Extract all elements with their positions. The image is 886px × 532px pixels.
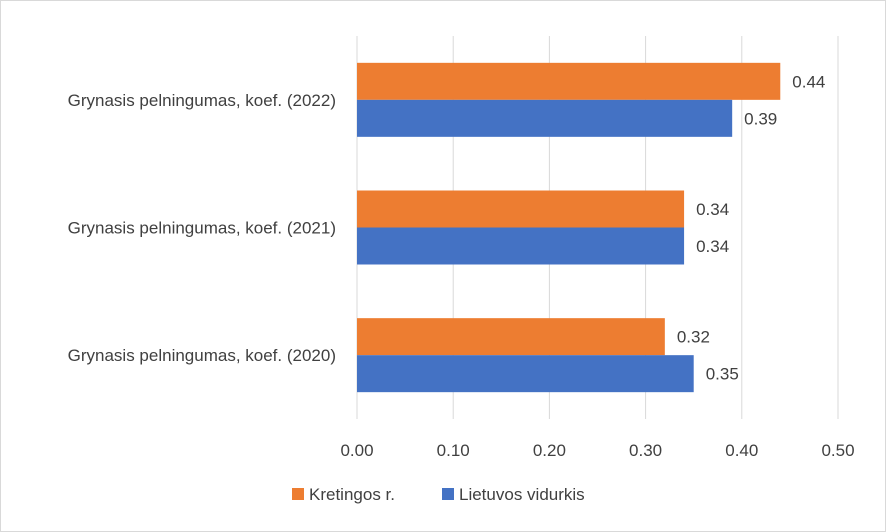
category-label: Grynasis pelningumas, koef. (2022) xyxy=(68,91,336,110)
legend-label: Kretingos r. xyxy=(309,485,395,504)
data-label: 0.39 xyxy=(744,109,777,128)
data-label: 0.35 xyxy=(706,365,739,384)
bar-kretingos-1 xyxy=(357,190,685,228)
bar-lietuvos-0 xyxy=(357,99,733,137)
x-tick-label: 0.40 xyxy=(725,441,758,460)
x-axis-tick-labels: 0.00 0.10 0.20 0.30 0.40 0.50 xyxy=(340,441,854,460)
x-tick-label: 0.50 xyxy=(821,441,854,460)
legend-swatch xyxy=(292,488,304,500)
data-label: 0.32 xyxy=(677,328,710,347)
legend-label: Lietuvos vidurkis xyxy=(459,485,585,504)
x-tick-label: 0.00 xyxy=(340,441,373,460)
x-tick-label: 0.10 xyxy=(437,441,470,460)
data-label: 0.34 xyxy=(696,237,729,256)
x-tick-label: 0.30 xyxy=(629,441,662,460)
legend: Kretingos r. Lietuvos vidurkis xyxy=(292,485,585,504)
x-tick-label: 0.20 xyxy=(533,441,566,460)
bar-lietuvos-1 xyxy=(357,227,685,265)
category-label: Grynasis pelningumas, koef. (2021) xyxy=(68,219,336,238)
data-label: 0.44 xyxy=(792,72,825,91)
data-label: 0.34 xyxy=(696,200,729,219)
category-labels: Grynasis pelningumas, koef. (2022) Grynas… xyxy=(68,91,336,365)
legend-swatch xyxy=(442,488,454,500)
data-labels: 0.44 0.39 0.34 0.34 0.32 0.35 xyxy=(677,72,826,383)
bar-kretingos-0 xyxy=(357,62,781,100)
bar-lietuvos-2 xyxy=(357,355,694,393)
category-label: Grynasis pelningumas, koef. (2020) xyxy=(68,346,336,365)
bar-kretingos-2 xyxy=(357,318,665,356)
bars xyxy=(357,62,781,393)
